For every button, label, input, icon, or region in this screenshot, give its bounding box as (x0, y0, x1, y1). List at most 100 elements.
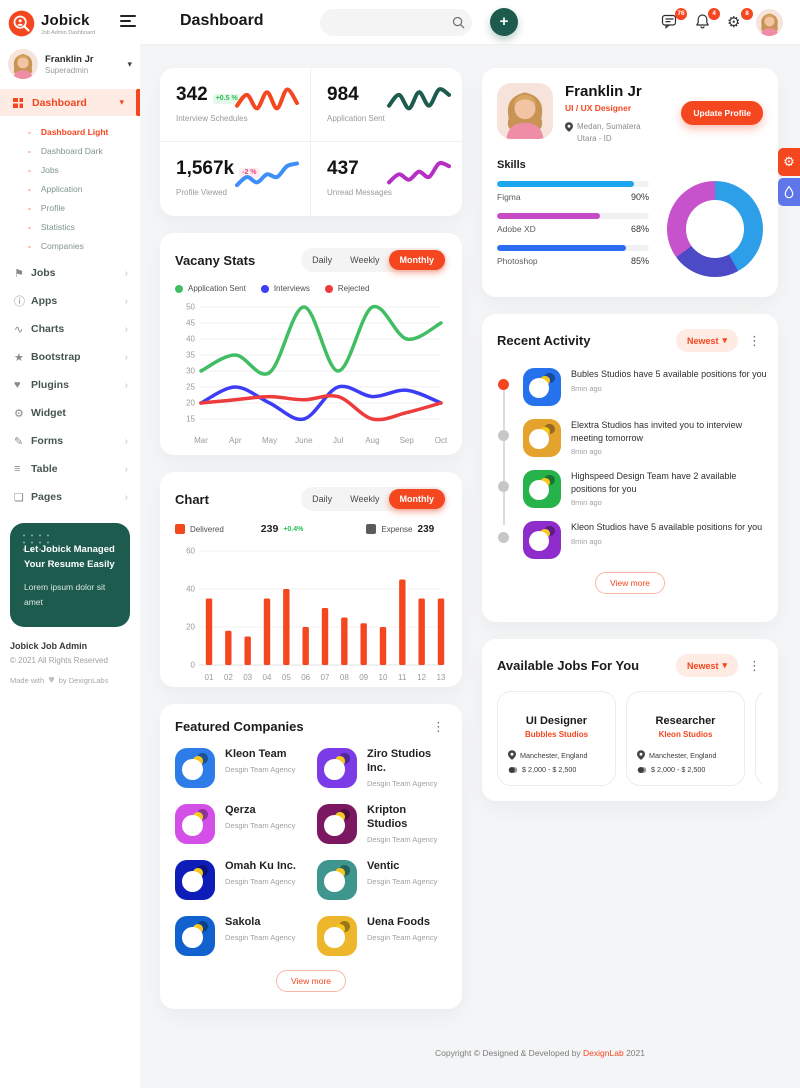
chart-tab-daily[interactable]: Daily (312, 494, 333, 504)
kebab-menu-icon[interactable]: ⋮ (748, 333, 761, 348)
job-location-row: Manchester, England (637, 750, 734, 760)
company-ziro-studios-inc[interactable]: Ziro Studios Inc. Desgin Team Agency (317, 748, 447, 788)
theme-color-button[interactable] (778, 178, 800, 206)
form-icon: ✎ (14, 435, 24, 448)
activity-logo-icon (523, 368, 561, 406)
gear-icon: ⚙ (783, 154, 795, 169)
sidebar-item-bootstrap[interactable]: ★ Bootstrap › (0, 343, 140, 371)
chevron-down-icon: ▾ (722, 335, 727, 345)
kebab-menu-icon[interactable]: ⋮ (748, 658, 761, 673)
messages-icon[interactable]: 76 (661, 8, 687, 32)
jobs-newest-dropdown[interactable]: Newest ▾ (675, 654, 738, 677)
job-card-researcher[interactable]: Researcher Kleon Studios Manchester, Engla… (626, 691, 745, 786)
activity-item[interactable]: Bubles Studios have 5 available position… (497, 368, 767, 406)
company-logo-icon (175, 748, 215, 788)
main-content: 342 +0.5 % Interview Schedules 984 Applicati… (140, 45, 800, 1088)
vacancy-line-chart: 50 45 40 35 30 25 20 15 Mar Apr May June Jul Aug Sep Oc… (175, 301, 448, 454)
sidebar-subitem-application[interactable]: - Application (0, 179, 140, 198)
sidebar-subitem-dashboard-dark[interactable]: - Dashboard Dark (0, 141, 140, 160)
sidebar-item-apps[interactable]: ⓘ Apps › (0, 287, 140, 315)
table-icon: ≡ (14, 463, 21, 475)
logo-dot-white (181, 758, 203, 780)
company-ventic[interactable]: Ventic Desgin Team Agency (317, 860, 447, 900)
activity-newest-dropdown[interactable]: Newest ▾ (675, 329, 738, 352)
hamburger-menu-icon[interactable] (120, 15, 136, 27)
delivered-value: 239 (260, 523, 279, 535)
company-uena-foods[interactable]: Uena Foods Desgin Team Agency (317, 916, 447, 956)
theme-settings-button[interactable]: ⚙ (778, 148, 800, 176)
activity-view-more-button[interactable]: View more (595, 572, 665, 594)
stat-value: 1,567k (176, 158, 235, 179)
sidebar-item-dashboard[interactable]: Dashboard ▾ (0, 89, 140, 116)
chart-tab-monthly[interactable]: Monthly (388, 489, 445, 509)
activity-item[interactable]: Kleon Studios have 5 available positions… (497, 521, 763, 559)
search-input[interactable] (320, 9, 472, 36)
profile-avatar (497, 83, 553, 139)
company-text: Omah Ku Inc. Desgin Team Agency (225, 860, 296, 900)
kebab-menu-icon[interactable]: ⋮ (432, 719, 445, 734)
company-sakola[interactable]: Sakola Desgin Team Agency (175, 916, 305, 956)
svg-text:Jul: Jul (333, 436, 343, 445)
subitem-label: Application (40, 183, 83, 194)
notifications-icon[interactable]: 4 (694, 8, 720, 32)
activity-item[interactable]: Highspeed Design Team have 2 available p… (497, 470, 763, 508)
activity-time: 8min ago (571, 498, 602, 508)
company-qerza[interactable]: Qerza Desgin Team Agency (175, 804, 305, 844)
companies-view-more-button[interactable]: View more (276, 970, 346, 992)
sidebar-item-charts[interactable]: ∿ Charts › (0, 315, 140, 343)
stat-value: 437 (327, 158, 359, 179)
sidebar-user[interactable]: Franklin Jr Superadmin ▾ (0, 43, 140, 89)
sidebar-item-table[interactable]: ≡ Table › (0, 455, 140, 483)
delivered-swatch (175, 524, 185, 534)
logo-dot-white (529, 378, 550, 398)
sidebar-subitem-dashboard-light[interactable]: - Dashboard Light (0, 122, 140, 141)
sidebar-subitem-jobs[interactable]: - Jobs (0, 160, 140, 179)
vacancy-tab-weekly[interactable]: Weekly (350, 255, 380, 265)
activity-logo-icon (523, 470, 561, 508)
promo-card[interactable]: Let Jobick Managed Your Resume Easily Lo… (10, 523, 130, 628)
sidebar-subitem-profile[interactable]: - Profile (0, 198, 140, 217)
job-card-partial[interactable] (755, 691, 763, 786)
stat-delta: -2 % (239, 167, 260, 178)
sidebar-subitem-companies[interactable]: - Companies (0, 236, 140, 255)
logo-dot-white (323, 758, 345, 780)
search-icon[interactable] (452, 16, 465, 29)
footer-brand-link[interactable]: DexignLab (583, 1048, 624, 1058)
company-kleon-team[interactable]: Kleon Team Desgin Team Agency (175, 748, 305, 788)
dash-bullet-icon: - (28, 240, 31, 251)
company-omah-ku-inc[interactable]: Omah Ku Inc. Desgin Team Agency (175, 860, 305, 900)
vacancy-tab-daily[interactable]: Daily (312, 255, 333, 265)
sidebar-item-plugins[interactable]: ♥ Plugins › (0, 371, 140, 399)
update-profile-button[interactable]: Update Profile (681, 101, 763, 125)
subitem-label: Statistics (40, 221, 75, 232)
app-logo[interactable]: Jobick Job Admin Dashboard (0, 0, 140, 43)
sidebar-item-forms[interactable]: ✎ Forms › (0, 427, 140, 455)
company-tag: Desgin Team Agency (367, 932, 438, 942)
gear-icon: ⚙ (14, 407, 24, 420)
job-card-ui-designer[interactable]: UI Designer Bubbles Studios Manchester, En… (497, 691, 616, 786)
company-name: Ventic (367, 860, 400, 872)
company-kripton-studios[interactable]: Kripton Studios Desgin Team Agency (317, 804, 447, 844)
promo-title: Let Jobick Managed Your Resume Easily (24, 544, 115, 570)
chart-tab-weekly[interactable]: Weekly (350, 494, 380, 504)
add-button[interactable]: + (490, 8, 518, 36)
menu-item-label: Apps (31, 295, 58, 307)
stat-label: Interview Schedules (176, 114, 248, 123)
job-salary-row: $ 2,000 - $ 2,500 (508, 765, 605, 774)
skill-bar-fill (497, 213, 601, 219)
stat-label: Profile Viewed (176, 188, 227, 197)
vacancy-tab-monthly[interactable]: Monthly (388, 250, 445, 270)
job-title: UI Designer (525, 715, 588, 727)
svg-text:0: 0 (191, 661, 196, 670)
sidebar-subitem-statistics[interactable]: - Statistics (0, 217, 140, 236)
activity-item[interactable]: Elextra Studios has invited you to inter… (497, 419, 763, 457)
sidebar-item-widget[interactable]: ⚙ Widget (0, 399, 140, 427)
vacancy-title: Vacany Stats (175, 252, 256, 268)
sidebar-item-pages[interactable]: ❏ Pages › (0, 483, 140, 511)
settings-icon[interactable]: ⚙ 8 (727, 8, 753, 32)
sidebar-item-jobs[interactable]: ⚑ Jobs › (0, 259, 140, 287)
header-avatar[interactable] (756, 9, 783, 36)
company-tag: Desgin Team Agency (367, 778, 438, 788)
activity-text: Highspeed Design Team have 2 available p… (571, 470, 771, 508)
jobs-title: Available Jobs For You (497, 658, 640, 673)
